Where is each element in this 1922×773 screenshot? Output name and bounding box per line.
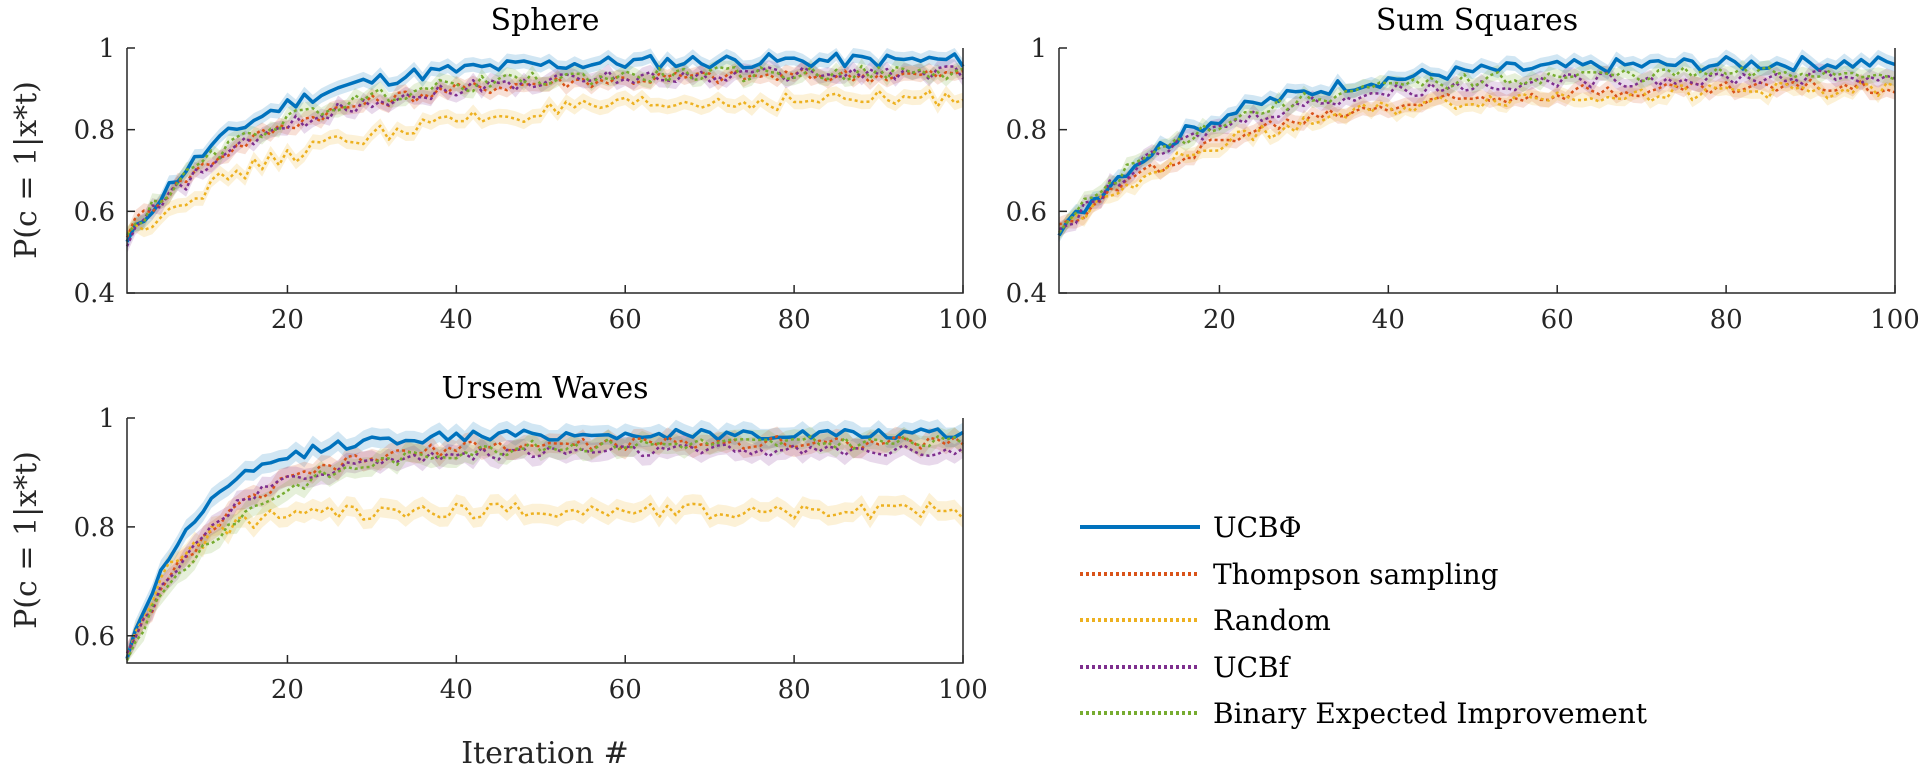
- subplot-sphere: Sphere 20 40 60 80 100 0.4 0.6 0.8 1 P(c = 1|x*…: [9, 3, 988, 335]
- subplot-ursem-waves: Ursem Waves 20 40 60 80 100 0.6 0.8 1 P(c = 1|…: [9, 371, 988, 771]
- subplot-title: Ursem Waves: [442, 371, 649, 406]
- series-group: [125, 427, 964, 661]
- series-line: [125, 501, 964, 661]
- legend-label-ucb-phi: UCBΦ: [1213, 511, 1302, 544]
- y-tick-label: 0.4: [1006, 279, 1047, 309]
- subplot-sum-squares: Sum Squares 20 40 60 80 100 0.4 0.6 0.8 1: [1006, 3, 1920, 335]
- y-tick-label: 0.6: [74, 197, 115, 227]
- band-group: [127, 419, 963, 663]
- y-tick-label: 0.4: [74, 279, 115, 309]
- axis-frame: [1058, 48, 1896, 294]
- axis-frame: [126, 418, 964, 664]
- legend-label-thompson: Thompson sampling: [1213, 558, 1499, 591]
- y-tick-label: 1: [1030, 34, 1047, 64]
- x-tick-label: 20: [271, 675, 304, 705]
- series-line: [125, 427, 964, 660]
- confidence-band: [127, 83, 963, 242]
- y-axis-label: P(c = 1|x*t): [9, 451, 44, 629]
- series-line: [125, 51, 965, 243]
- x-tick-label: 100: [1870, 305, 1920, 335]
- subplot-title: Sum Squares: [1376, 3, 1578, 38]
- series-line: [1058, 65, 1896, 234]
- y-tick-label: 0.6: [1006, 197, 1047, 227]
- confidence-band: [127, 426, 963, 663]
- y-axis-label: P(c = 1|x*t): [9, 81, 44, 259]
- subplot-title: Sphere: [491, 3, 600, 38]
- x-tick-label: 60: [1541, 305, 1574, 335]
- legend-label-ucb-f: UCBf: [1213, 651, 1292, 684]
- x-tick-label: 80: [778, 305, 811, 335]
- y-tick-label: 0.8: [74, 116, 115, 146]
- x-tick-label: 60: [609, 305, 642, 335]
- legend-label-random: Random: [1213, 604, 1331, 637]
- y-tick-label: 1: [98, 404, 115, 434]
- series-line: [125, 64, 964, 236]
- x-ticks: 20 40 60 80 100: [1203, 285, 1920, 335]
- x-tick-label: 40: [440, 305, 473, 335]
- confidence-band: [1059, 59, 1895, 241]
- x-tick-label: 80: [1710, 305, 1743, 335]
- y-tick-label: 0.8: [74, 513, 115, 543]
- series-line: [1058, 81, 1896, 233]
- axis-frame: [126, 48, 964, 294]
- series-line: [126, 89, 964, 235]
- x-axis-label: Iteration #: [461, 736, 629, 771]
- confidence-band: [1059, 75, 1895, 240]
- y-tick-label: 1: [98, 34, 115, 64]
- x-tick-label: 100: [938, 305, 988, 335]
- confidence-band: [127, 492, 963, 663]
- y-tick-label: 0.8: [1006, 116, 1047, 146]
- series-line: [1058, 78, 1896, 226]
- x-ticks: 20 40 60 80 100: [271, 655, 988, 705]
- confidence-band: [127, 434, 963, 663]
- series-line: [1057, 54, 1896, 237]
- legend-label-bei: Binary Expected Improvement: [1213, 697, 1648, 730]
- y-tick-label: 0.6: [74, 622, 115, 652]
- x-tick-label: 40: [1372, 305, 1405, 335]
- series-group: [125, 51, 965, 247]
- series-line: [125, 435, 964, 661]
- x-tick-label: 20: [1203, 305, 1236, 335]
- legend: UCBΦ Thompson sampling Random UCBf Binar…: [1080, 511, 1648, 730]
- x-tick-label: 100: [938, 675, 988, 705]
- x-ticks: 20 40 60 80 100: [271, 285, 988, 335]
- band-group: [127, 48, 963, 254]
- x-tick-label: 40: [440, 675, 473, 705]
- x-tick-label: 80: [778, 675, 811, 705]
- y-ticks: 0.4 0.6 0.8 1: [74, 34, 135, 309]
- series-line: [125, 65, 965, 247]
- x-tick-label: 20: [271, 305, 304, 335]
- y-ticks: 0.6 0.8 1: [74, 404, 135, 652]
- x-tick-label: 60: [609, 675, 642, 705]
- series-group: [1057, 54, 1896, 237]
- y-ticks: 0.4 0.6 0.8 1: [1006, 34, 1067, 309]
- series-line: [125, 443, 964, 654]
- series-line: [125, 435, 964, 654]
